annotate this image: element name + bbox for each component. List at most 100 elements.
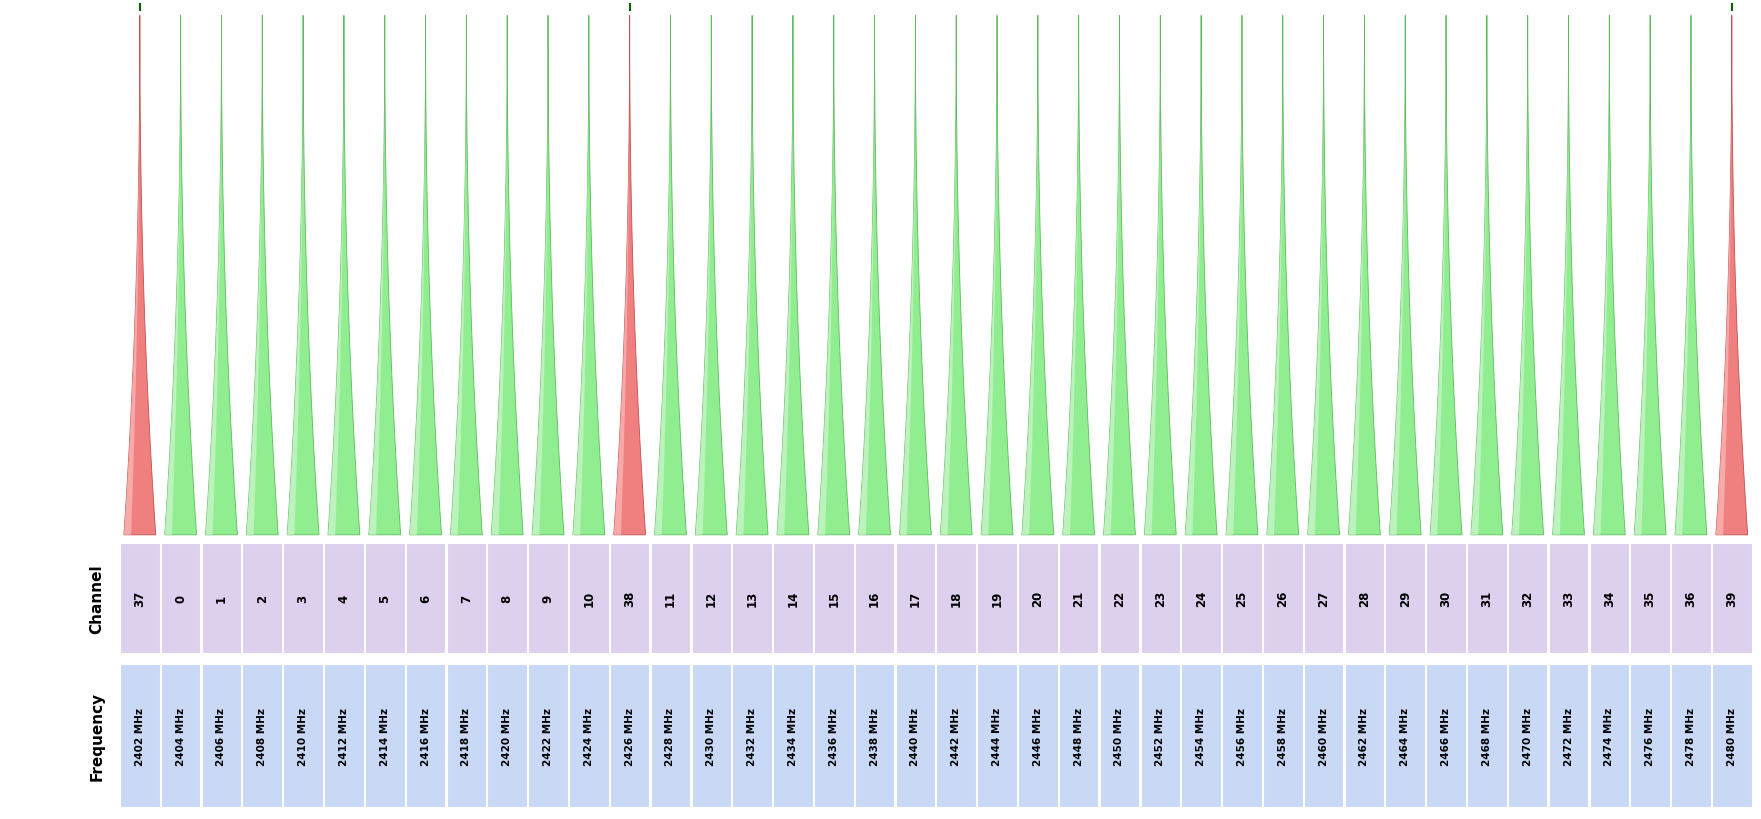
Bar xyxy=(1631,664,1669,808)
Text: 2430 MHz: 2430 MHz xyxy=(706,707,717,765)
Bar xyxy=(773,664,814,808)
Polygon shape xyxy=(1308,16,1324,535)
Text: 12: 12 xyxy=(704,590,718,606)
Text: 2446 MHz: 2446 MHz xyxy=(1034,707,1043,765)
Bar xyxy=(1303,664,1344,808)
Polygon shape xyxy=(981,16,997,535)
Text: 2442 MHz: 2442 MHz xyxy=(951,707,962,765)
Text: 19: 19 xyxy=(990,590,1004,606)
Bar xyxy=(405,664,446,808)
Polygon shape xyxy=(1675,16,1706,535)
Bar xyxy=(243,664,282,808)
Polygon shape xyxy=(696,16,727,535)
Polygon shape xyxy=(1226,16,1257,535)
Bar xyxy=(977,664,1016,808)
Polygon shape xyxy=(491,16,507,535)
Bar xyxy=(447,664,486,808)
Text: 2406 MHz: 2406 MHz xyxy=(217,707,227,765)
Text: 34: 34 xyxy=(1603,590,1617,606)
Polygon shape xyxy=(1349,16,1381,535)
Text: 18: 18 xyxy=(949,590,963,606)
Text: 2422 MHz: 2422 MHz xyxy=(542,707,553,765)
Text: 2472 MHz: 2472 MHz xyxy=(1564,707,1574,765)
Text: 5: 5 xyxy=(379,594,391,602)
Text: 2480 MHz: 2480 MHz xyxy=(1728,707,1736,765)
Text: 32: 32 xyxy=(1522,590,1534,606)
Polygon shape xyxy=(451,16,483,535)
Bar xyxy=(1018,664,1058,808)
Bar xyxy=(1548,664,1588,808)
Polygon shape xyxy=(1715,16,1747,535)
Polygon shape xyxy=(1389,16,1421,535)
Bar xyxy=(203,664,241,808)
Text: 13: 13 xyxy=(745,590,759,606)
Text: 2464 MHz: 2464 MHz xyxy=(1400,707,1411,765)
Polygon shape xyxy=(736,16,768,535)
Polygon shape xyxy=(859,16,875,535)
Text: 39: 39 xyxy=(1726,590,1738,606)
Polygon shape xyxy=(532,16,548,535)
Bar xyxy=(1222,664,1261,808)
Polygon shape xyxy=(1021,16,1037,535)
Text: 7: 7 xyxy=(460,594,474,602)
Bar xyxy=(1712,543,1752,653)
Polygon shape xyxy=(1511,16,1529,535)
Bar xyxy=(1631,543,1669,653)
Polygon shape xyxy=(1634,16,1666,535)
Polygon shape xyxy=(1470,16,1486,535)
Text: 28: 28 xyxy=(1358,590,1370,606)
Polygon shape xyxy=(1430,16,1462,535)
Polygon shape xyxy=(1511,16,1544,535)
Text: 8: 8 xyxy=(500,594,514,602)
Text: 2468 MHz: 2468 MHz xyxy=(1481,707,1492,765)
Text: 2436 MHz: 2436 MHz xyxy=(829,707,838,765)
Bar xyxy=(203,543,241,653)
Text: Channel: Channel xyxy=(90,563,104,633)
Text: 2462 MHz: 2462 MHz xyxy=(1359,707,1370,765)
Text: 2432 MHz: 2432 MHz xyxy=(747,707,757,765)
Bar xyxy=(243,543,282,653)
Text: 14: 14 xyxy=(787,590,799,606)
Text: 2444 MHz: 2444 MHz xyxy=(991,707,1002,765)
Text: 9: 9 xyxy=(542,594,555,602)
Text: 11: 11 xyxy=(664,590,676,606)
Bar xyxy=(120,543,160,653)
Bar xyxy=(365,543,405,653)
Bar xyxy=(1182,543,1220,653)
Bar xyxy=(160,543,201,653)
Bar xyxy=(1345,543,1384,653)
Polygon shape xyxy=(1675,16,1691,535)
Polygon shape xyxy=(1104,16,1136,535)
Bar xyxy=(1590,543,1629,653)
Text: 2410 MHz: 2410 MHz xyxy=(298,707,308,765)
Polygon shape xyxy=(1553,16,1585,535)
Bar xyxy=(1467,664,1507,808)
Bar xyxy=(160,664,201,808)
Polygon shape xyxy=(1634,16,1650,535)
Polygon shape xyxy=(491,16,523,535)
Bar xyxy=(324,543,365,653)
Text: 15: 15 xyxy=(828,590,840,606)
Polygon shape xyxy=(817,16,849,535)
Text: 2454 MHz: 2454 MHz xyxy=(1196,707,1206,765)
Text: 2: 2 xyxy=(255,594,269,602)
Bar xyxy=(1141,664,1180,808)
Bar xyxy=(528,543,567,653)
Polygon shape xyxy=(615,16,630,535)
Text: 2414 MHz: 2414 MHz xyxy=(380,707,389,765)
Bar xyxy=(814,664,854,808)
Bar xyxy=(284,543,322,653)
Bar xyxy=(1386,543,1425,653)
Text: 2426 MHz: 2426 MHz xyxy=(625,707,634,765)
Text: 2450 MHz: 2450 MHz xyxy=(1115,707,1125,765)
Bar xyxy=(1018,543,1058,653)
Bar xyxy=(896,664,935,808)
Text: 2470 MHz: 2470 MHz xyxy=(1523,707,1532,765)
Bar xyxy=(1590,664,1629,808)
Text: 2476 MHz: 2476 MHz xyxy=(1645,707,1655,765)
Bar xyxy=(854,664,895,808)
Bar xyxy=(1099,664,1139,808)
Bar xyxy=(405,543,446,653)
Polygon shape xyxy=(1185,16,1217,535)
Polygon shape xyxy=(206,16,222,535)
